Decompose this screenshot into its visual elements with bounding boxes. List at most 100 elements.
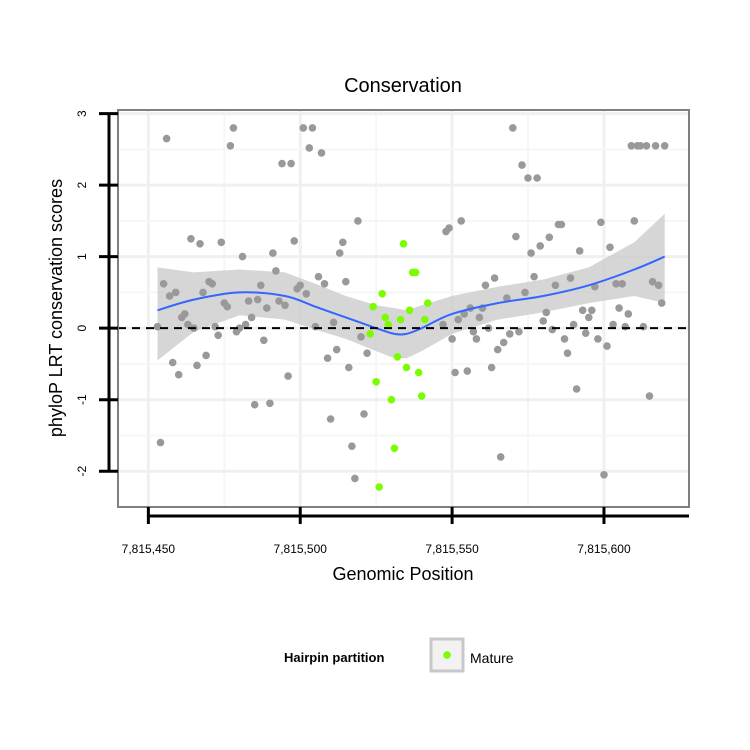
- point-other: [226, 142, 235, 150]
- point-other: [521, 288, 529, 297]
- point-other: [606, 243, 614, 252]
- point-other: [202, 351, 210, 360]
- point-other: [548, 325, 557, 334]
- point-other: [657, 299, 666, 307]
- point-mature: [375, 483, 384, 491]
- point-other: [645, 392, 654, 400]
- point-other: [296, 281, 305, 290]
- point-mature: [369, 302, 377, 311]
- y-tick-label: -2: [75, 466, 89, 477]
- point-other: [460, 310, 469, 318]
- point-other: [208, 280, 216, 288]
- legend-title: Hairpin partition: [284, 650, 384, 665]
- point-other: [217, 238, 226, 247]
- point-other: [551, 281, 560, 290]
- point-other: [618, 280, 626, 288]
- point-other: [597, 218, 605, 227]
- point-other: [542, 308, 551, 317]
- point-other: [342, 277, 350, 286]
- confidence-ribbon: [157, 213, 665, 361]
- point-other: [354, 217, 362, 225]
- point-other: [557, 220, 566, 229]
- x-tick-label: 7,815,550: [425, 542, 479, 556]
- y-tick-label: 2: [75, 181, 89, 188]
- point-other: [308, 124, 317, 132]
- point-other: [578, 306, 587, 315]
- point-other: [302, 290, 311, 298]
- point-other: [253, 295, 262, 304]
- point-other: [320, 280, 329, 288]
- point-other: [539, 317, 547, 325]
- point-other: [451, 368, 459, 377]
- point-other: [536, 242, 544, 250]
- y-tick-label: 1: [75, 253, 89, 260]
- point-other: [627, 142, 636, 150]
- point-other: [323, 354, 332, 363]
- point-other: [509, 124, 517, 132]
- point-other: [639, 322, 648, 331]
- confidence-ribbon-layer: [157, 213, 665, 361]
- point-other: [257, 281, 265, 290]
- legend-item-mature: Mature: [470, 650, 514, 666]
- y-axis: -2 -1 0 1 2 3: [75, 110, 118, 477]
- point-other: [648, 277, 657, 286]
- point-other: [345, 363, 353, 372]
- point-other: [469, 327, 478, 336]
- point-other: [530, 272, 538, 281]
- point-mature: [417, 392, 426, 400]
- x-tick-label: 7,815,500: [274, 542, 328, 556]
- point-mature: [378, 290, 387, 298]
- point-other: [545, 233, 554, 242]
- point-other: [314, 272, 323, 281]
- point-other: [235, 324, 244, 333]
- point-other: [490, 274, 499, 282]
- point-mature: [411, 268, 420, 277]
- point-other: [311, 322, 320, 331]
- point-other: [457, 217, 466, 225]
- point-other: [332, 345, 341, 354]
- point-other: [174, 370, 183, 379]
- point-other: [588, 306, 596, 315]
- point-other: [348, 442, 356, 451]
- point-other: [159, 280, 168, 288]
- smooth-trend-line: [157, 255, 666, 336]
- smooth-line-layer: [157, 255, 666, 336]
- point-other: [244, 297, 253, 305]
- y-tick-label: -1: [75, 394, 89, 405]
- point-other: [290, 237, 299, 245]
- point-other: [281, 301, 289, 310]
- point-mature: [421, 315, 429, 324]
- point-other: [445, 224, 453, 232]
- x-axis: 7,815,450 7,815,500 7,815,550 7,815,600: [122, 507, 689, 556]
- point-other: [250, 400, 259, 409]
- legend-mature-dot: [443, 651, 451, 659]
- point-other: [499, 338, 508, 347]
- point-other: [651, 142, 660, 150]
- point-other: [357, 333, 365, 341]
- chart-title: Conservation: [344, 75, 462, 97]
- x-tick-label: 7,815,600: [577, 542, 631, 556]
- point-mature: [402, 363, 411, 372]
- point-mature: [384, 320, 393, 329]
- point-other: [187, 235, 195, 243]
- point-other: [448, 335, 456, 343]
- point-other: [642, 142, 651, 150]
- point-other: [162, 134, 171, 143]
- point-other: [630, 217, 639, 225]
- point-other: [566, 274, 575, 282]
- point-other: [600, 471, 608, 479]
- point-other: [223, 302, 232, 311]
- point-other: [472, 335, 481, 343]
- point-other: [506, 330, 514, 338]
- y-tick-label: 0: [75, 325, 89, 332]
- point-other: [339, 238, 347, 247]
- point-other: [156, 438, 165, 447]
- x-axis-label: Genomic Position: [332, 564, 473, 584]
- point-other: [563, 349, 572, 358]
- point-other: [181, 310, 189, 318]
- point-other: [496, 453, 505, 461]
- point-other: [299, 124, 308, 132]
- point-mature: [372, 378, 381, 386]
- point-other: [527, 249, 535, 257]
